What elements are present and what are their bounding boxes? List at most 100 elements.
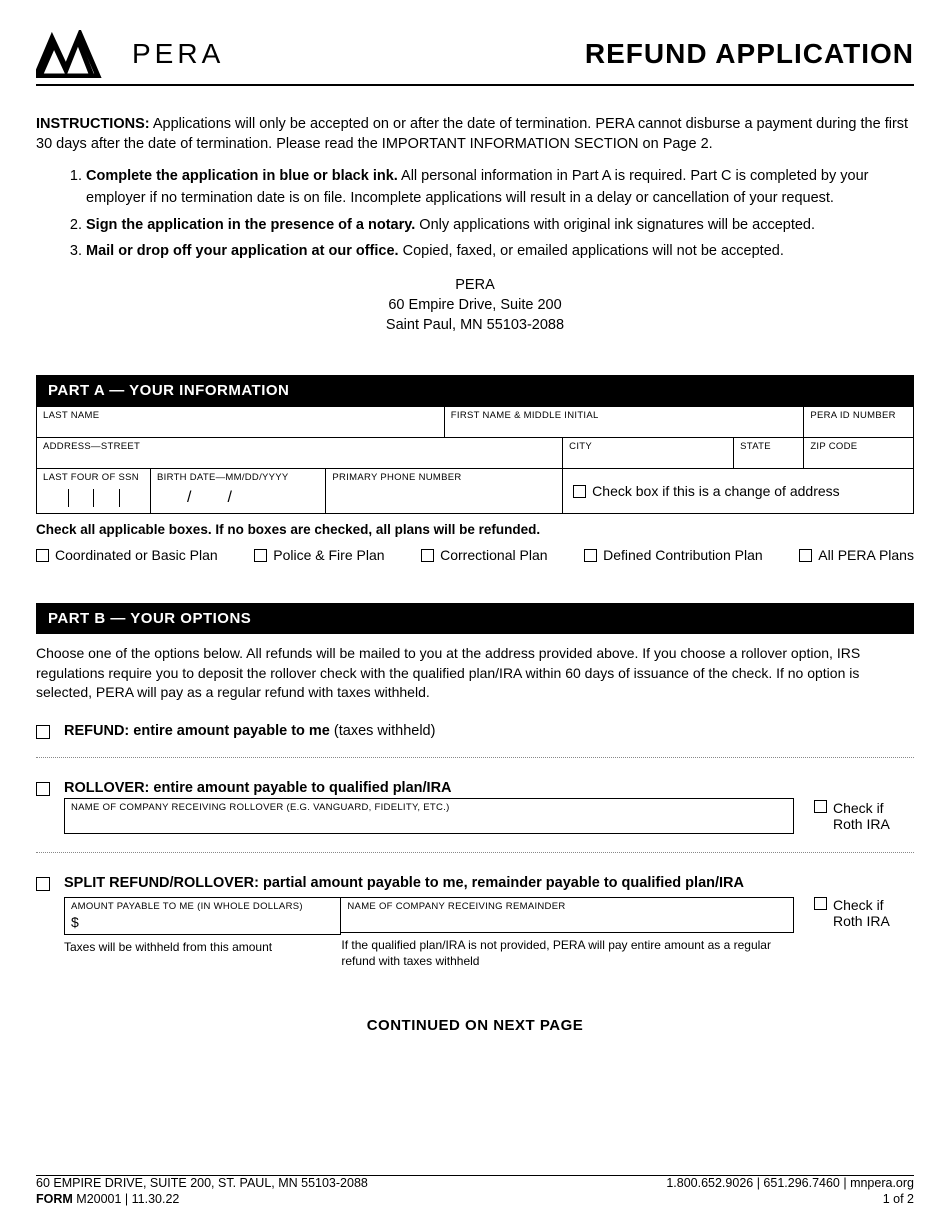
plan-checkbox[interactable]: Coordinated or Basic Plan xyxy=(36,547,218,563)
instructions-label: INSTRUCTIONS: xyxy=(36,116,150,132)
part-b-intro: Choose one of the options below. All ref… xyxy=(36,644,914,703)
plan-checkbox[interactable]: Correctional Plan xyxy=(421,547,547,563)
footer-form: FORM M20001 | 11.30.22 xyxy=(36,1192,179,1206)
plans-note: Check all applicable boxes. If no boxes … xyxy=(36,522,914,537)
form-label: FORM xyxy=(36,1192,73,1206)
checkbox-icon xyxy=(573,485,586,498)
footer-address: 60 EMPIRE DRIVE, SUITE 200, ST. PAUL, MN… xyxy=(36,1176,368,1190)
checkbox-icon xyxy=(814,897,827,910)
header-rule xyxy=(36,84,914,86)
checkbox-icon xyxy=(36,725,50,739)
split-note-right: If the qualified plan/IRA is not provide… xyxy=(341,938,794,969)
checkbox-icon xyxy=(36,782,50,796)
form-number: M20001 | 11.30.22 xyxy=(73,1192,180,1206)
option-split[interactable]: SPLIT REFUND/ROLLOVER: partial amount pa… xyxy=(36,875,794,891)
instruction-item: Complete the application in blue or blac… xyxy=(86,165,914,210)
instructions-list: Complete the application in blue or blac… xyxy=(86,165,914,263)
roth-label: Check ifRoth IRA xyxy=(833,800,890,832)
plan-label: Police & Fire Plan xyxy=(273,547,384,563)
address-line: 60 Empire Drive, Suite 200 xyxy=(36,296,914,316)
instruction-item: Mail or drop off your application at our… xyxy=(86,240,914,262)
footer-contact: 1.800.652.9026 | 651.296.7460 | mnpera.o… xyxy=(666,1176,914,1190)
field-label: LAST NAME xyxy=(43,410,438,421)
option-bold: REFUND: entire amount payable to me xyxy=(64,723,330,739)
checkbox-icon xyxy=(36,549,49,562)
field-label: PRIMARY PHONE NUMBER xyxy=(332,472,556,483)
address-line: Saint Paul, MN 55103-2088 xyxy=(36,316,914,336)
dob-input[interactable]: // xyxy=(157,485,319,507)
checkbox-icon xyxy=(36,877,50,891)
instruction-rest: Only applications with original ink sign… xyxy=(415,217,815,233)
field-label: LAST FOUR OF SSN xyxy=(43,472,144,483)
plan-label: All PERA Plans xyxy=(818,547,914,563)
page-title: REFUND APPLICATION xyxy=(585,38,914,70)
change-address-checkbox[interactable]: Check box if this is a change of address xyxy=(573,483,903,499)
change-address-label: Check box if this is a change of address xyxy=(592,483,839,499)
part-a-table: LAST NAME FIRST NAME & MIDDLE INITIAL PE… xyxy=(36,406,914,514)
footer: 60 EMPIRE DRIVE, SUITE 200, ST. PAUL, MN… xyxy=(36,1172,914,1206)
roth-line: Check if xyxy=(833,897,884,913)
roth-line: Check if xyxy=(833,800,884,816)
field-label: FIRST NAME & MIDDLE INITIAL xyxy=(451,410,798,421)
logo: PERA xyxy=(36,30,224,78)
option-bold: SPLIT REFUND/ROLLOVER: partial amount pa… xyxy=(64,875,744,891)
part-a-header: PART A — YOUR INFORMATION xyxy=(36,375,914,406)
address-line: PERA xyxy=(36,276,914,296)
field-label: NAME OF COMPANY RECEIVING REMAINDER xyxy=(347,901,787,912)
part-b-header: PART B — YOUR OPTIONS xyxy=(36,603,914,634)
roth-line: Roth IRA xyxy=(833,913,890,929)
field-label: STATE xyxy=(740,441,797,452)
field-label: NAME OF COMPANY RECEIVING ROLLOVER (E.G.… xyxy=(71,802,787,813)
checkbox-icon xyxy=(584,549,597,562)
roth-checkbox[interactable]: Check ifRoth IRA xyxy=(814,897,914,929)
option-label: REFUND: entire amount payable to me (tax… xyxy=(64,723,435,739)
option-rest: (taxes withheld) xyxy=(330,723,436,739)
header: PERA REFUND APPLICATION xyxy=(36,30,914,78)
instructions-body: Applications will only be accepted on or… xyxy=(36,116,908,152)
split-note-left: Taxes will be withheld from this amount xyxy=(64,940,341,956)
option-refund[interactable]: REFUND: entire amount payable to me (tax… xyxy=(36,723,914,739)
roth-checkbox[interactable]: Check ifRoth IRA xyxy=(814,800,914,832)
instruction-bold: Complete the application in blue or blac… xyxy=(86,168,398,184)
plan-label: Defined Contribution Plan xyxy=(603,547,763,563)
footer-page: 1 of 2 xyxy=(883,1192,914,1206)
plan-label: Correctional Plan xyxy=(440,547,547,563)
split-company-field[interactable]: NAME OF COMPANY RECEIVING REMAINDER xyxy=(341,897,794,933)
field-label: ZIP CODE xyxy=(810,441,907,452)
pera-logo-icon xyxy=(36,30,126,78)
instruction-bold: Mail or drop off your application at our… xyxy=(86,243,399,259)
checkbox-icon xyxy=(421,549,434,562)
plan-checkbox[interactable]: Police & Fire Plan xyxy=(254,547,384,563)
instructions-paragraph: INSTRUCTIONS: Applications will only be … xyxy=(36,114,914,155)
roth-line: Roth IRA xyxy=(833,816,890,832)
plan-checkbox[interactable]: All PERA Plans xyxy=(799,547,914,563)
plan-label: Coordinated or Basic Plan xyxy=(55,547,218,563)
field-label: ADDRESS—STREET xyxy=(43,441,556,452)
dollar-sign: $ xyxy=(71,914,334,930)
option-bold: ROLLOVER: entire amount payable to quali… xyxy=(64,780,452,796)
checkbox-icon xyxy=(814,800,827,813)
field-label: CITY xyxy=(569,441,727,452)
rollover-company-field[interactable]: NAME OF COMPANY RECEIVING ROLLOVER (E.G.… xyxy=(64,798,794,834)
instruction-item: Sign the application in the presence of … xyxy=(86,214,914,236)
field-label: AMOUNT PAYABLE TO ME (IN WHOLE DOLLARS) xyxy=(71,901,334,912)
checkbox-icon xyxy=(799,549,812,562)
checkbox-icon xyxy=(254,549,267,562)
instruction-rest: Copied, faxed, or emailed applications w… xyxy=(399,243,784,259)
option-label: ROLLOVER: entire amount payable to quali… xyxy=(64,780,452,796)
plans-row: Coordinated or Basic Plan Police & Fire … xyxy=(36,547,914,563)
continued-text: CONTINUED ON NEXT PAGE xyxy=(36,1017,914,1034)
dotted-divider xyxy=(36,757,914,758)
dotted-divider xyxy=(36,852,914,853)
logo-text: PERA xyxy=(132,38,224,70)
split-amount-field[interactable]: AMOUNT PAYABLE TO ME (IN WHOLE DOLLARS) … xyxy=(64,897,341,935)
option-rollover[interactable]: ROLLOVER: entire amount payable to quali… xyxy=(36,780,794,796)
option-label: SPLIT REFUND/ROLLOVER: partial amount pa… xyxy=(64,875,744,891)
roth-label: Check ifRoth IRA xyxy=(833,897,890,929)
plan-checkbox[interactable]: Defined Contribution Plan xyxy=(584,547,763,563)
mailing-address: PERA 60 Empire Drive, Suite 200 Saint Pa… xyxy=(36,276,914,335)
instruction-bold: Sign the application in the presence of … xyxy=(86,217,415,233)
field-label: PERA ID NUMBER xyxy=(810,410,907,421)
ssn-input[interactable] xyxy=(43,485,144,507)
field-label: BIRTH DATE—MM/DD/YYYY xyxy=(157,472,319,483)
